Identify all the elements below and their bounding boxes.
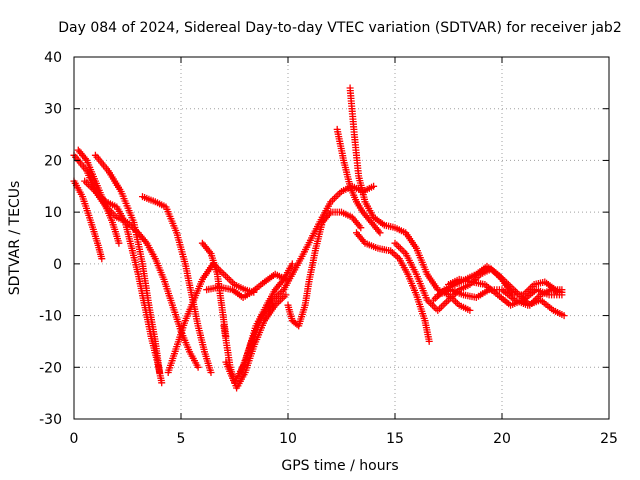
x-axis-label: GPS time / hours: [281, 458, 398, 474]
plus-markers: [81, 177, 166, 387]
plus-markers: [203, 270, 290, 301]
chart-title: Day 084 of 2024, Sidereal Day-to-day VTE…: [58, 20, 621, 36]
plot-frame: [73, 56, 610, 420]
series-track-20: [445, 275, 566, 309]
y-tick-label: 40: [44, 50, 62, 66]
series-track-5: [91, 151, 164, 376]
y-tick-label: -30: [39, 412, 62, 428]
x-tick-label: 10: [279, 431, 297, 447]
plus-markers: [220, 291, 290, 392]
y-tick-label: 20: [44, 153, 62, 169]
x-tick-label: 25: [600, 431, 618, 447]
y-tick-label: 10: [44, 205, 62, 221]
plus-markers: [164, 260, 258, 376]
data-marks: [70, 84, 568, 392]
plot-grid: [74, 57, 609, 419]
series-track-14: [333, 125, 384, 237]
plus-markers: [139, 193, 215, 376]
series-track-16: [353, 229, 433, 345]
y-tick-label: -10: [39, 309, 62, 325]
series-track-7: [164, 260, 258, 376]
x-tick-label: 0: [70, 431, 79, 447]
series-track-11: [203, 270, 290, 301]
series-track-10: [220, 291, 290, 392]
y-tick-label: 0: [53, 257, 62, 273]
series-track-13: [284, 208, 365, 330]
x-tick-label: 15: [386, 431, 404, 447]
plus-markers: [353, 229, 433, 345]
plus-markers: [333, 125, 384, 237]
y-axis-label: SDTVAR / TECUs: [7, 181, 23, 296]
series-track-4: [81, 177, 166, 387]
x-tick-label: 5: [177, 431, 186, 447]
y-tick-label: 30: [44, 102, 62, 118]
y-tick-label: -20: [39, 360, 62, 376]
plus-markers: [91, 151, 164, 376]
series-track-6: [139, 193, 215, 376]
plus-markers: [445, 275, 566, 309]
x-tick-label: 20: [493, 431, 511, 447]
axes: 0 5 10 15 20 25 -30 -20 -10 0 10 20 30 40: [39, 50, 618, 447]
plus-markers: [284, 208, 365, 330]
